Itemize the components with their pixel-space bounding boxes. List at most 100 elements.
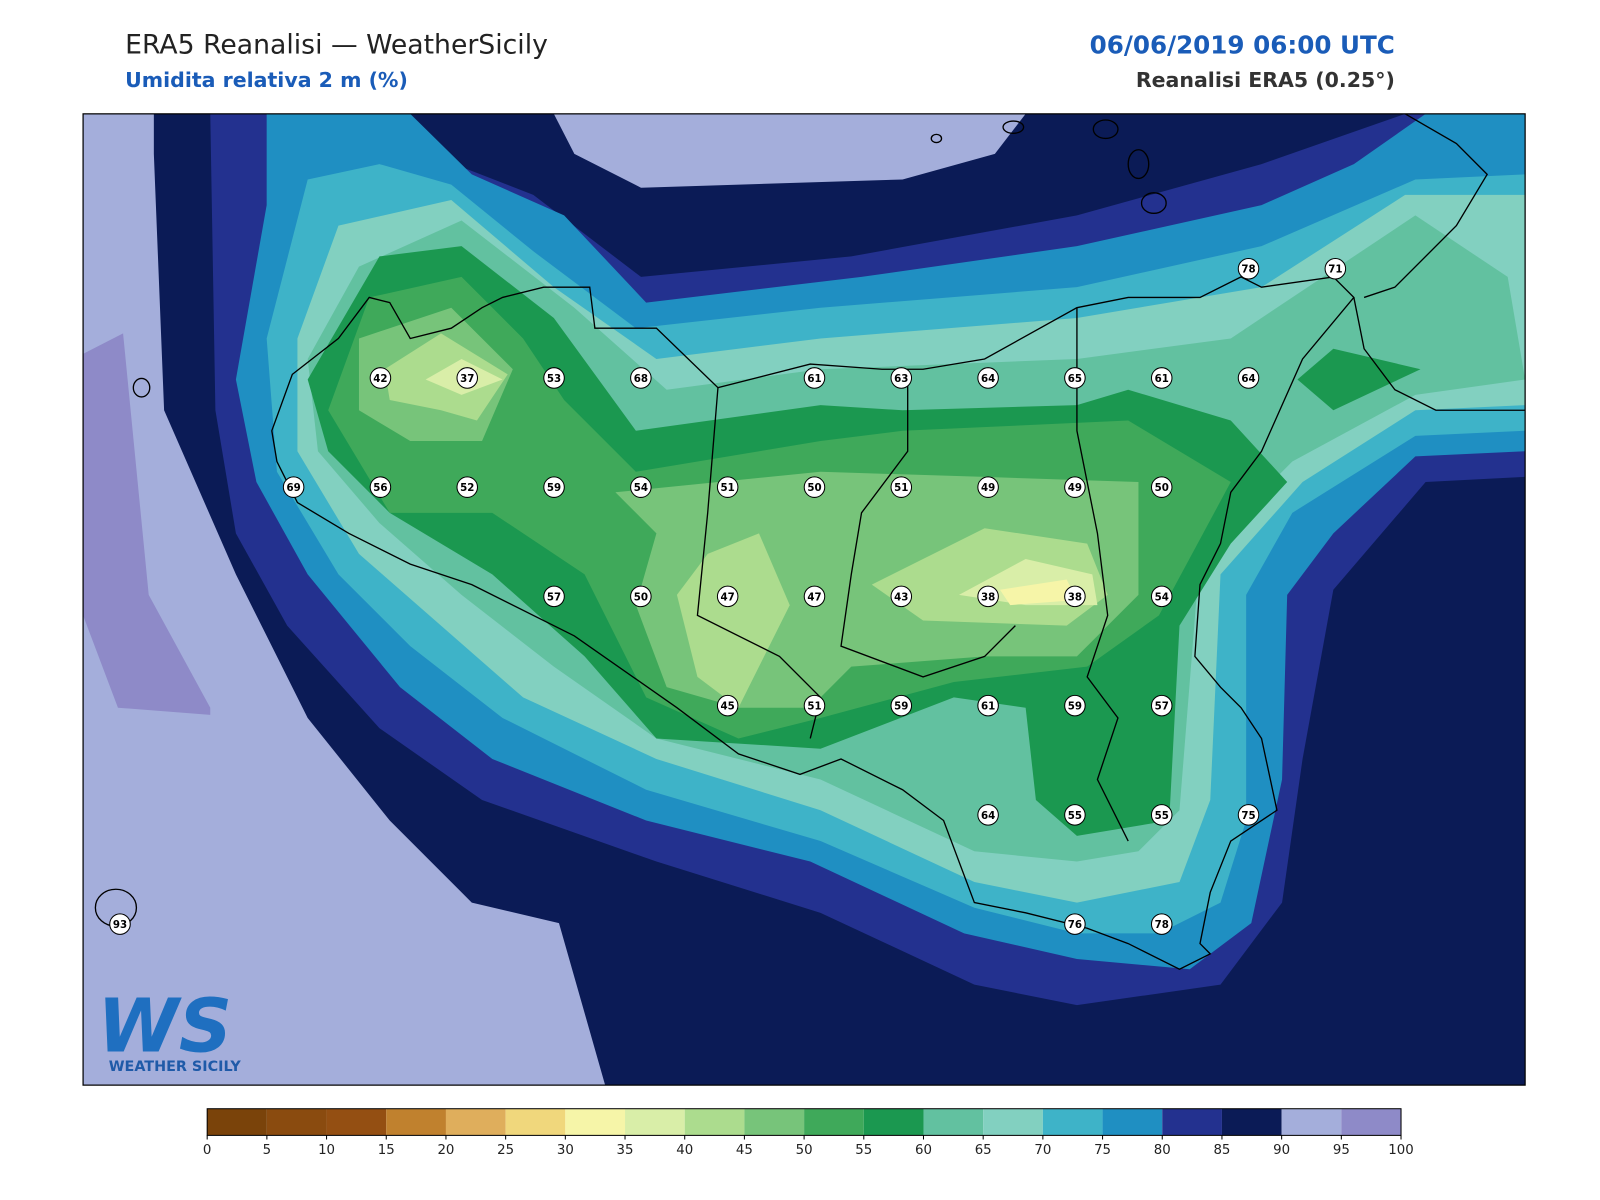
station: 37 xyxy=(456,367,479,389)
contour xyxy=(553,113,1026,188)
station: 54 xyxy=(630,476,652,498)
station-marker xyxy=(543,367,565,389)
station-marker xyxy=(1064,804,1086,826)
title: ERA5 Reanalisi — WeatherSicily xyxy=(125,29,548,60)
station: 50 xyxy=(630,585,652,608)
station-marker xyxy=(1150,585,1173,608)
colorbar-segment xyxy=(1341,1108,1402,1136)
station-marker xyxy=(543,476,565,498)
station-value: 54 xyxy=(634,482,648,494)
station: 78 xyxy=(1237,257,1260,280)
station-value: 42 xyxy=(373,373,387,385)
colorbar-segment xyxy=(1221,1108,1282,1136)
station-value: 37 xyxy=(460,373,474,385)
colorbar-tick-label: 85 xyxy=(1213,1143,1230,1158)
station: 52 xyxy=(456,476,479,498)
station-value: 49 xyxy=(1068,482,1082,494)
station-marker xyxy=(1237,257,1260,280)
station: 38 xyxy=(977,585,999,608)
colorbar-tick-label: 95 xyxy=(1333,1143,1350,1158)
station: 45 xyxy=(716,694,739,717)
colorbar-segment xyxy=(804,1108,864,1136)
station-value: 64 xyxy=(1241,373,1255,385)
station-marker xyxy=(716,585,739,608)
station-value: 64 xyxy=(981,810,995,822)
stations: 78 71 42 37 53 68 61 63 64 65 61 64 69 56 52 59 54 51 50 51… xyxy=(109,257,1347,935)
station-value: 54 xyxy=(1155,591,1169,603)
station: 57 xyxy=(1150,694,1173,717)
colorbar-tick-label: 15 xyxy=(378,1143,395,1158)
station-marker xyxy=(1150,367,1173,389)
colorbar-segment xyxy=(386,1108,446,1136)
station: 78 xyxy=(1150,913,1173,935)
station-marker xyxy=(803,694,826,717)
station-value: 51 xyxy=(807,701,821,713)
colorbar-segment xyxy=(1102,1108,1163,1136)
station-marker xyxy=(977,585,999,608)
station-value: 59 xyxy=(547,482,561,494)
colorbar-segment xyxy=(625,1108,685,1136)
station-marker xyxy=(890,476,913,498)
station-marker xyxy=(1064,913,1086,935)
station: 51 xyxy=(890,476,913,498)
station: 50 xyxy=(803,476,826,498)
station-value: 61 xyxy=(807,373,821,385)
colorbar-tick-label: 70 xyxy=(1034,1143,1051,1158)
station-marker xyxy=(282,476,305,498)
station: 71 xyxy=(1324,257,1347,280)
colorbar-tick-label: 25 xyxy=(497,1143,514,1158)
station: 50 xyxy=(1150,476,1173,498)
colorbar-segment xyxy=(1281,1108,1342,1136)
station-value: 47 xyxy=(721,591,735,603)
station-marker xyxy=(803,476,826,498)
station: 49 xyxy=(977,476,999,498)
station-value: 61 xyxy=(1155,373,1169,385)
station-value: 50 xyxy=(807,482,821,494)
station-marker xyxy=(1064,476,1086,498)
station: 51 xyxy=(803,694,826,717)
station-marker xyxy=(456,367,479,389)
station: 55 xyxy=(1150,804,1173,826)
colorbar-tick-label: 80 xyxy=(1154,1143,1171,1158)
station: 51 xyxy=(716,476,739,498)
station-marker xyxy=(1150,476,1173,498)
station: 55 xyxy=(1064,804,1086,826)
datetime: 06/06/2019 06:00 UTC xyxy=(1090,30,1395,59)
station-marker xyxy=(1237,367,1260,389)
station: 69 xyxy=(282,476,305,498)
logo-mark: WS xyxy=(97,983,232,1069)
station-marker xyxy=(977,367,999,389)
contours xyxy=(83,113,1526,1086)
station-value: 45 xyxy=(721,701,735,713)
station-value: 50 xyxy=(634,591,648,603)
station: 59 xyxy=(543,476,565,498)
station: 59 xyxy=(890,694,913,717)
station-marker xyxy=(890,694,913,717)
station: 64 xyxy=(977,367,999,389)
station: 47 xyxy=(803,585,826,608)
station: 61 xyxy=(803,367,826,389)
station-marker xyxy=(1150,804,1173,826)
colorbar-tick-label: 0 xyxy=(203,1143,211,1158)
station: 43 xyxy=(890,585,913,608)
colorbar-segment xyxy=(505,1108,566,1136)
colorbar-segment xyxy=(863,1108,924,1136)
station: 64 xyxy=(1237,367,1260,389)
contour xyxy=(83,113,606,1086)
station-marker xyxy=(977,476,999,498)
logo: WS WEATHER SICILY xyxy=(97,983,241,1074)
station: 61 xyxy=(977,694,999,717)
station-value: 71 xyxy=(1328,264,1342,276)
station: 59 xyxy=(1064,694,1086,717)
station: 68 xyxy=(630,367,652,389)
colorbar-tick-label: 20 xyxy=(437,1143,454,1158)
station: 63 xyxy=(890,367,913,389)
station: 64 xyxy=(977,804,999,826)
logo-name: WEATHER SICILY xyxy=(109,1059,242,1075)
station-value: 69 xyxy=(286,482,300,494)
station-value: 57 xyxy=(547,591,561,603)
station-value: 65 xyxy=(1068,373,1082,385)
colorbar: 0 5 10 15 20 25 30 35 40 45 50 55 60 65 70 75 80 85 90 95 10… xyxy=(203,1108,1414,1158)
colorbar-tick-label: 10 xyxy=(318,1143,335,1158)
